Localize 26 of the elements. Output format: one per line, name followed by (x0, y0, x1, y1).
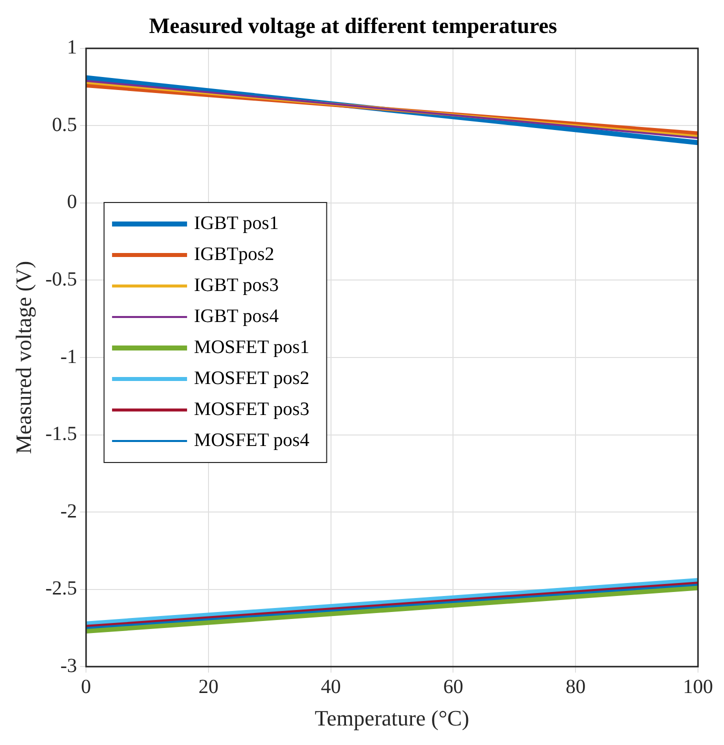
x-axis-title: Temperature (°C) (314, 706, 470, 731)
legend-label: MOSFET pos3 (194, 398, 310, 420)
y-tick-label: -3 (60, 654, 78, 677)
x-tick-label: 100 (683, 676, 713, 698)
legend-label: IGBT pos1 (194, 212, 279, 234)
legend-label: IGBTpos2 (194, 244, 274, 265)
y-axis-title: Measured voltage (V) (10, 260, 36, 454)
x-tick-label: 60 (443, 676, 464, 698)
y-tick-label: 0.5 (52, 114, 78, 136)
y-tick-label: -1 (60, 346, 78, 368)
y-tick-label: -2.5 (45, 578, 78, 600)
x-tick-label: 20 (198, 676, 218, 698)
y-tick-label: 1 (67, 36, 78, 59)
legend-label: MOSFET pos4 (194, 430, 310, 451)
y-tick-label: -0.5 (45, 268, 78, 290)
y-tick-label: -1.5 (45, 423, 78, 446)
legend-label: IGBT pos4 (194, 306, 280, 327)
x-tick-label: 80 (566, 676, 586, 698)
x-tick-label: 0 (81, 676, 92, 698)
legend-label: MOSFET pos2 (194, 368, 310, 389)
legend-label: IGBT pos3 (194, 274, 279, 296)
chart-title: Measured voltage at different temperatures (148, 12, 558, 38)
y-tick-label: 0 (67, 191, 78, 214)
y-tick-label: -2 (60, 500, 78, 522)
x-tick-label: 40 (320, 676, 341, 698)
legend-label: MOSFET pos1 (194, 336, 310, 358)
